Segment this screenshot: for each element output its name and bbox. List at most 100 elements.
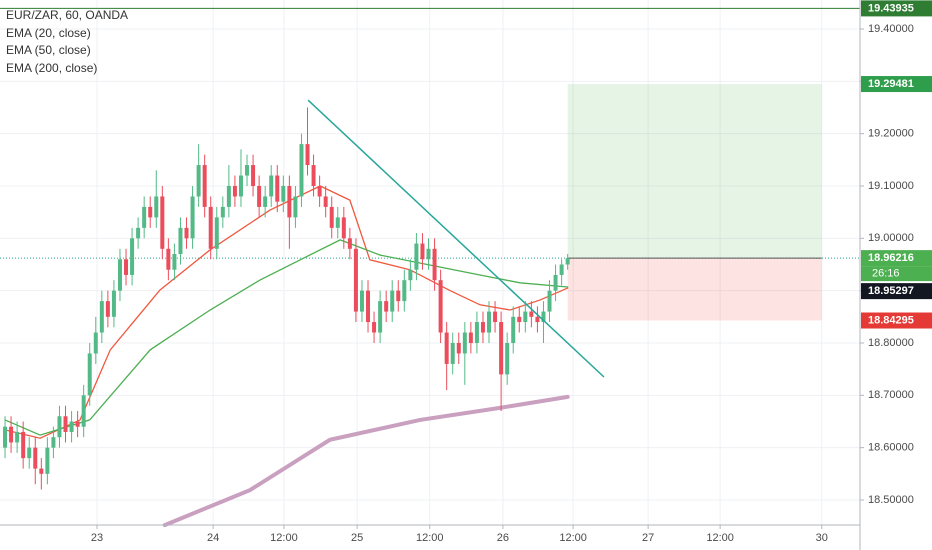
candle-body (238, 175, 243, 197)
y-tick-label: 19.00000 (868, 232, 914, 244)
y-tick-label: 19.40000 (868, 23, 914, 35)
candle-body (21, 431, 26, 459)
candle-body (480, 322, 485, 333)
candle-body (263, 196, 268, 207)
legend-entry: EMA (50, close) (6, 43, 91, 57)
candle-body (547, 290, 552, 312)
candle-body (33, 447, 38, 469)
ema-line (4, 239, 569, 436)
trend-line (307, 99, 605, 378)
candle-body (117, 259, 122, 291)
candle-body (499, 322, 504, 375)
candle-body (311, 165, 316, 186)
candle-body (474, 322, 479, 343)
candle-body (341, 217, 346, 239)
candle-body (505, 342, 510, 375)
candle-body (257, 185, 262, 207)
candle-body (450, 342, 455, 364)
candle-body (359, 290, 364, 312)
entry-label: 18.96216 (868, 252, 914, 264)
axes: 18.5000018.6000018.7000018.8000018.90000… (91, 0, 932, 544)
legend-entry: EMA (20, close) (6, 26, 91, 40)
x-tick-label: 25 (351, 532, 363, 544)
candle-body (245, 165, 250, 176)
candle-body (148, 206, 153, 218)
candle-body (444, 332, 449, 364)
candle-body (378, 301, 383, 333)
candle-body (154, 196, 159, 218)
y-tick-label: 18.60000 (868, 442, 914, 454)
candle-body (408, 269, 413, 281)
candle-body (251, 165, 256, 186)
y-tick-label: 18.50000 (868, 494, 914, 506)
candle-body (27, 447, 32, 459)
target-label: 19.29481 (868, 78, 914, 90)
candle-body (335, 217, 340, 228)
candle-body (287, 185, 292, 218)
candle-body (226, 185, 231, 207)
ema-line (162, 394, 570, 528)
candle-body (232, 185, 237, 197)
candle-body (269, 175, 274, 197)
candle-body (202, 165, 207, 207)
candle-body (553, 274, 558, 291)
candle-body (142, 206, 147, 228)
loss-zone (567, 258, 822, 321)
candle-body (45, 447, 50, 474)
candle-body (323, 196, 328, 207)
candle-body (487, 311, 492, 333)
badge-bg (861, 283, 932, 300)
x-tick-label: 12:00 (559, 532, 587, 544)
candle-body (396, 290, 401, 302)
candle-body (511, 316, 516, 343)
x-tick-label: 12:00 (706, 532, 734, 544)
countdown-bg (861, 266, 932, 282)
candle-body (172, 254, 177, 270)
y-tick-label: 18.80000 (868, 337, 914, 349)
plot (0, 7, 860, 528)
candle-body (293, 196, 298, 218)
candle-body (565, 258, 570, 265)
candle-body (426, 248, 431, 260)
candle-body (402, 280, 407, 302)
x-tick-label: 26 (497, 532, 509, 544)
candle-body (384, 301, 389, 312)
stop-label-bg (861, 312, 932, 329)
candle-body (136, 227, 141, 239)
candle-body (184, 227, 189, 239)
candle-body (281, 185, 286, 202)
candle-body (366, 290, 371, 323)
x-tick-label: 12:00 (416, 532, 444, 544)
candle-body (420, 243, 425, 260)
x-tick-label: 24 (207, 532, 219, 544)
entry-label-bg (861, 250, 932, 267)
target-label-bg (861, 76, 932, 93)
profit-zone (567, 84, 822, 259)
candle-body (353, 248, 358, 312)
candle-body (208, 206, 213, 249)
candle-body (468, 332, 473, 343)
candle-body (105, 301, 110, 317)
candle-body (432, 248, 437, 281)
candle-body (51, 437, 56, 448)
candle-body (317, 185, 322, 197)
candle-body (462, 332, 467, 354)
candle-body (75, 421, 80, 427)
candle-body (493, 311, 498, 323)
candle-body (559, 264, 564, 275)
stop-label: 18.84295 (868, 314, 914, 326)
candle-body (9, 426, 14, 443)
candle-body (166, 248, 171, 270)
x-tick-label: 23 (91, 532, 103, 544)
candle-body (111, 290, 116, 317)
candle-body (414, 243, 419, 270)
candle-body (299, 144, 304, 197)
candle-body (178, 227, 183, 255)
candle-body (305, 144, 310, 166)
candle-body (535, 316, 540, 323)
candle-body (529, 311, 534, 317)
candle-body (523, 311, 528, 323)
x-tick-label: 12:00 (270, 532, 298, 544)
badge-value: 18.95297 (868, 285, 914, 297)
